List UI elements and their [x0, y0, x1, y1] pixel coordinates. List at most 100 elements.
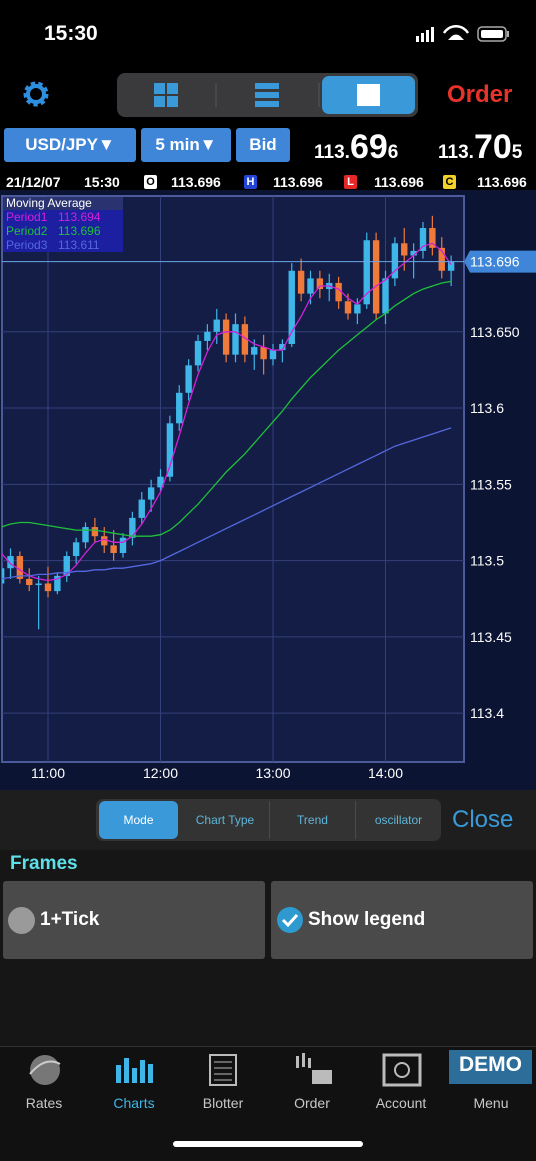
- x-tick-label: 12:00: [143, 765, 178, 781]
- chart: 113.4 113.45 113.5 113.55 113.6 113.650 11:00 1…: [0, 190, 536, 790]
- status-time: 15:30: [44, 22, 98, 45]
- nav-label[interactable]: Order: [294, 1095, 330, 1111]
- legend-option[interactable]: [271, 881, 533, 959]
- candle-body: [2, 568, 5, 584]
- legend-header: [3, 197, 123, 210]
- candle-body: [185, 365, 192, 393]
- y-tick-label: 113.650: [470, 324, 520, 340]
- nav-label[interactable]: Charts: [113, 1095, 155, 1111]
- ohlc-value: 113.696: [374, 174, 424, 190]
- ohlc-key: L: [344, 175, 357, 189]
- candle-body: [82, 527, 89, 543]
- tick-option[interactable]: [3, 881, 265, 959]
- side-select[interactable]: Bid: [236, 128, 290, 162]
- legend-row: [3, 238, 123, 252]
- ohlc-key: O: [144, 175, 157, 189]
- candle-body: [429, 228, 436, 248]
- ohlc-value: 113.696: [477, 174, 527, 190]
- candle-body: [241, 324, 249, 355]
- period-select[interactable]: 5 min▼: [141, 128, 231, 162]
- candle-body: [194, 340, 202, 366]
- candle-body: [316, 278, 324, 290]
- candle-body: [157, 476, 164, 488]
- ohlc-date: 21/12/07: [6, 174, 61, 190]
- x-tick-label: 14:00: [368, 765, 403, 781]
- checkbox-on: [277, 907, 303, 933]
- y-tick-label: 113.45: [470, 629, 512, 645]
- candle-body: [147, 487, 155, 500]
- legend-name: Period1: [6, 210, 48, 224]
- legend-name: Period3: [6, 238, 48, 252]
- candle-body: [354, 304, 361, 314]
- ohlc-value: 113.696: [273, 174, 323, 190]
- candle-body: [63, 556, 70, 576]
- legend-name: Period2: [6, 224, 48, 238]
- legend-value: 113.694: [58, 210, 101, 224]
- demo-badge: DEMO: [459, 1053, 522, 1076]
- ma-line: [2, 242, 452, 582]
- ma-line: [2, 427, 452, 580]
- candle-body: [344, 301, 352, 314]
- tab[interactable]: Chart Type: [195, 813, 255, 827]
- candle-body: [222, 319, 230, 355]
- legend-row: [3, 224, 123, 238]
- radio-off: [8, 907, 35, 934]
- candle-body: [54, 575, 61, 592]
- legend-row: [3, 210, 123, 224]
- nav-label[interactable]: Blotter: [202, 1095, 244, 1111]
- price-suffix: 5: [511, 142, 523, 163]
- candle-body: [279, 343, 286, 351]
- x-tick-label: 11:00: [31, 765, 65, 781]
- ohlc-key: C: [443, 175, 456, 189]
- candle-body: [410, 250, 417, 256]
- candle-body: [119, 537, 127, 553]
- ohlc-time: 15:30: [84, 174, 120, 190]
- candle-body: [129, 517, 136, 538]
- candle-body: [447, 261, 455, 271]
- price-tag-label: 113.696: [470, 254, 520, 270]
- nav-bar: [0, 1046, 536, 1161]
- price-big: 69: [349, 128, 388, 166]
- nav-label[interactable]: Menu: [473, 1095, 509, 1111]
- candle-body: [7, 556, 14, 569]
- y-tick-label: 113.6: [470, 400, 504, 416]
- ohlc-key: H: [244, 175, 257, 189]
- x-tick-label: 13:00: [255, 765, 290, 781]
- tab[interactable]: Trend: [269, 801, 355, 839]
- candle-body: [166, 423, 174, 477]
- order-button[interactable]: Order: [447, 81, 513, 108]
- candle-body: [232, 324, 239, 355]
- candle-body: [307, 278, 314, 294]
- candle-body: [138, 499, 145, 518]
- tick-label: 1+Tick: [40, 909, 100, 930]
- candle-body: [260, 347, 267, 360]
- candle-body: [438, 247, 445, 271]
- candle-body: [91, 527, 99, 537]
- candle-body: [213, 319, 220, 332]
- legend-value: 113.611: [58, 238, 100, 252]
- candle-body: [44, 583, 52, 592]
- tab[interactable]: oscillator: [355, 801, 441, 839]
- bid-price: 113. 69 6: [314, 128, 398, 167]
- nav-label[interactable]: Rates: [25, 1095, 63, 1111]
- legend-title: Moving Average: [6, 196, 92, 210]
- y-tick-label: 113.4: [470, 705, 504, 721]
- candle-body: [297, 270, 305, 294]
- candle-body: [72, 542, 80, 557]
- candle-body: [16, 556, 24, 579]
- home-indicator: [173, 1141, 363, 1147]
- settings-icon[interactable]: [22, 80, 50, 108]
- legend-value: 113.696: [58, 224, 101, 238]
- nav-label[interactable]: Account: [375, 1095, 427, 1111]
- candle-body: [204, 331, 211, 341]
- price-prefix: 113.: [314, 142, 350, 163]
- candle-body: [101, 536, 108, 546]
- price-prefix: 113.: [438, 142, 474, 163]
- close-button[interactable]: Close: [452, 806, 514, 833]
- candle-body: [401, 243, 408, 256]
- pair-select[interactable]: USD/JPY▼: [4, 128, 136, 162]
- tab[interactable]: Mode: [99, 801, 178, 839]
- candle-body: [419, 228, 427, 251]
- ohlc-value: 113.696: [171, 174, 221, 190]
- layout-switch: [117, 73, 418, 117]
